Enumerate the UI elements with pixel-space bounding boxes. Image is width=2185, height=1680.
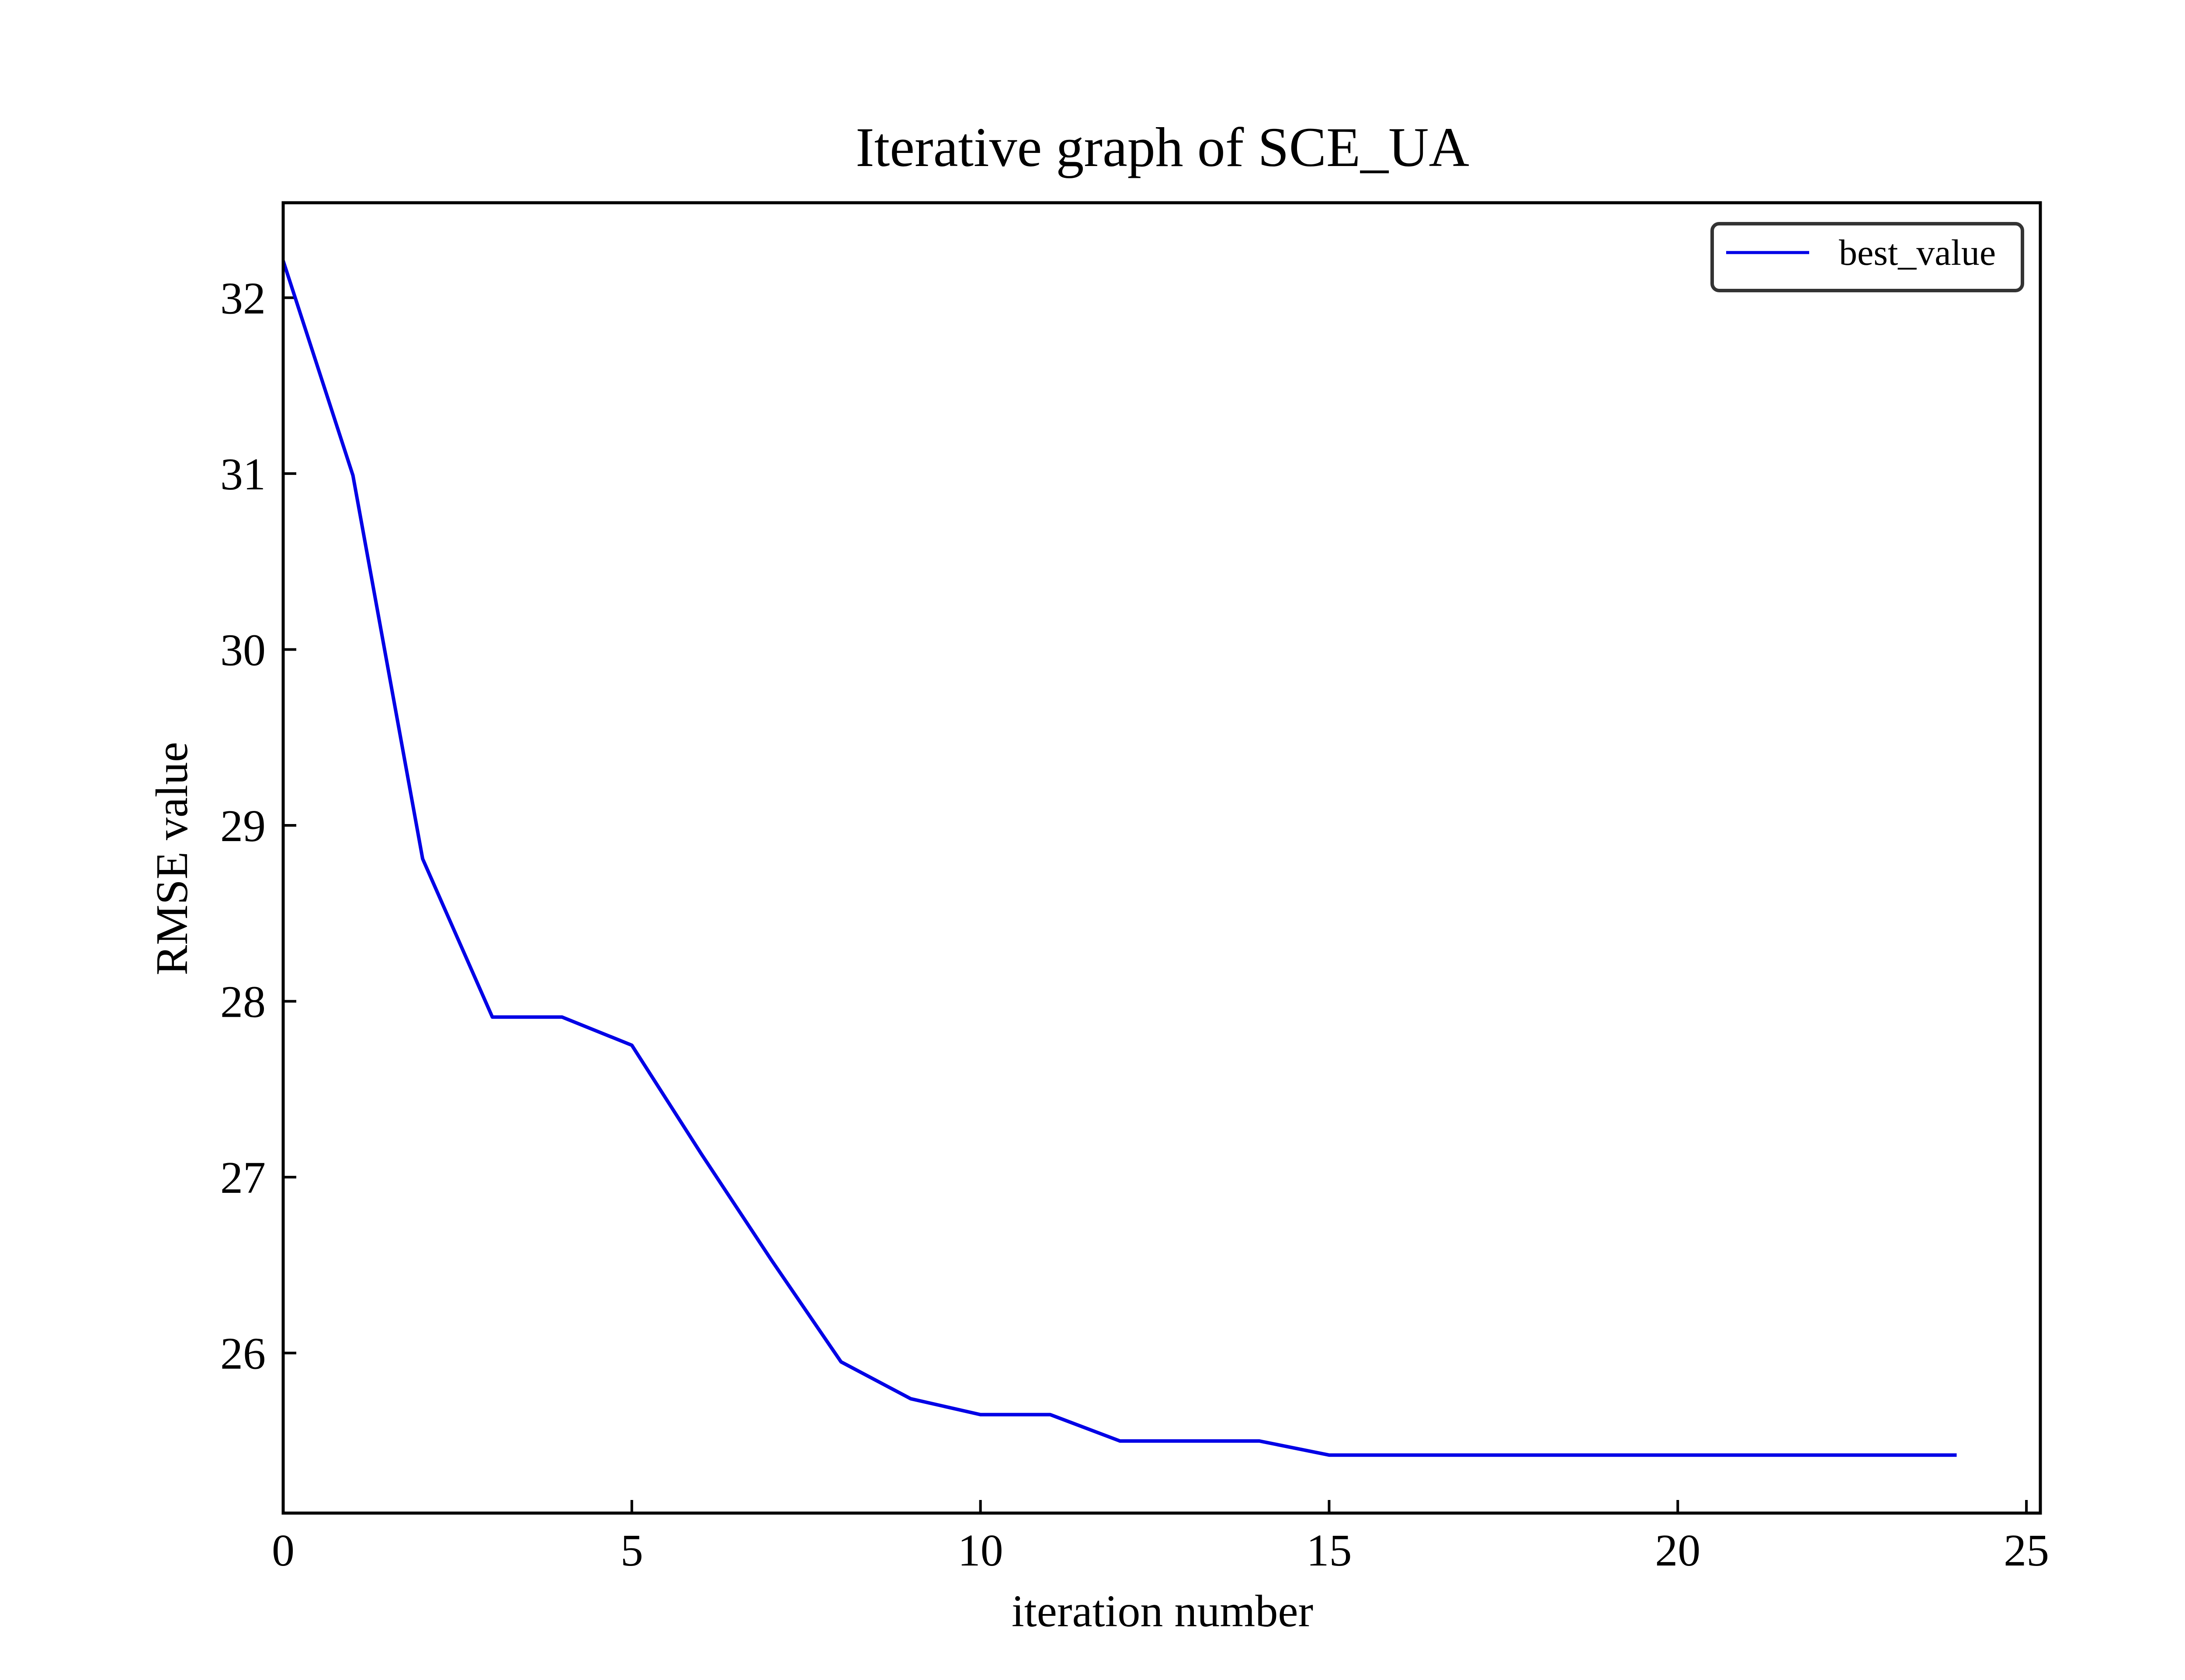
data-point	[1955, 1453, 1959, 1457]
y-tick-label: 28	[220, 977, 266, 1027]
x-tick-label: 20	[1655, 1525, 1700, 1576]
data-point	[1746, 1453, 1749, 1457]
x-tick-label: 15	[1306, 1525, 1352, 1576]
y-tick-label: 30	[220, 625, 266, 675]
x-tick-label: 0	[272, 1525, 295, 1576]
y-tick-label: 26	[220, 1329, 266, 1379]
data-point	[1885, 1453, 1889, 1457]
data-point	[770, 1258, 773, 1261]
chart-title: Iterative graph of SCE_UA	[856, 116, 1469, 178]
plot-area-frame	[281, 201, 2042, 1515]
data-point	[1258, 1439, 1261, 1443]
data-point	[630, 1043, 634, 1047]
data-point	[1188, 1439, 1191, 1443]
legend-label-best-value: best_value	[1839, 232, 1996, 273]
data-point	[560, 1015, 564, 1019]
x-tick-label: 10	[958, 1525, 1003, 1576]
data-point	[1328, 1453, 1331, 1457]
x-axis-label: iteration number	[1012, 1586, 1313, 1636]
x-tick-label: 25	[2004, 1525, 2049, 1576]
data-point	[421, 857, 424, 861]
data-point	[979, 1413, 982, 1417]
legend-frame	[1710, 222, 2024, 292]
y-axis-label: RMSE value	[147, 742, 197, 975]
y-tick-label: 31	[220, 449, 266, 499]
series-layer	[283, 260, 1959, 1457]
data-point	[1676, 1453, 1679, 1457]
data-point	[351, 474, 355, 477]
data-point	[1536, 1453, 1540, 1457]
y-tick-label: 27	[220, 1153, 266, 1203]
data-point	[1606, 1453, 1610, 1457]
data-point	[1815, 1453, 1819, 1457]
axis-ticks: 0 5 10 15 20 25 26 27 28 29 30 31 32	[220, 273, 2049, 1576]
data-point	[491, 1015, 494, 1019]
data-point	[1397, 1453, 1401, 1457]
data-point	[1467, 1453, 1471, 1457]
series-line-best-value	[283, 260, 1957, 1457]
x-tick-label: 5	[621, 1525, 643, 1576]
legend: best_value	[1710, 222, 2024, 292]
data-point	[1048, 1413, 1052, 1417]
data-point	[1118, 1439, 1122, 1443]
y-tick-label: 32	[220, 273, 266, 323]
data-point	[909, 1397, 912, 1400]
y-tick-label: 29	[220, 801, 266, 851]
data-point	[839, 1360, 843, 1364]
data-point	[700, 1153, 703, 1156]
